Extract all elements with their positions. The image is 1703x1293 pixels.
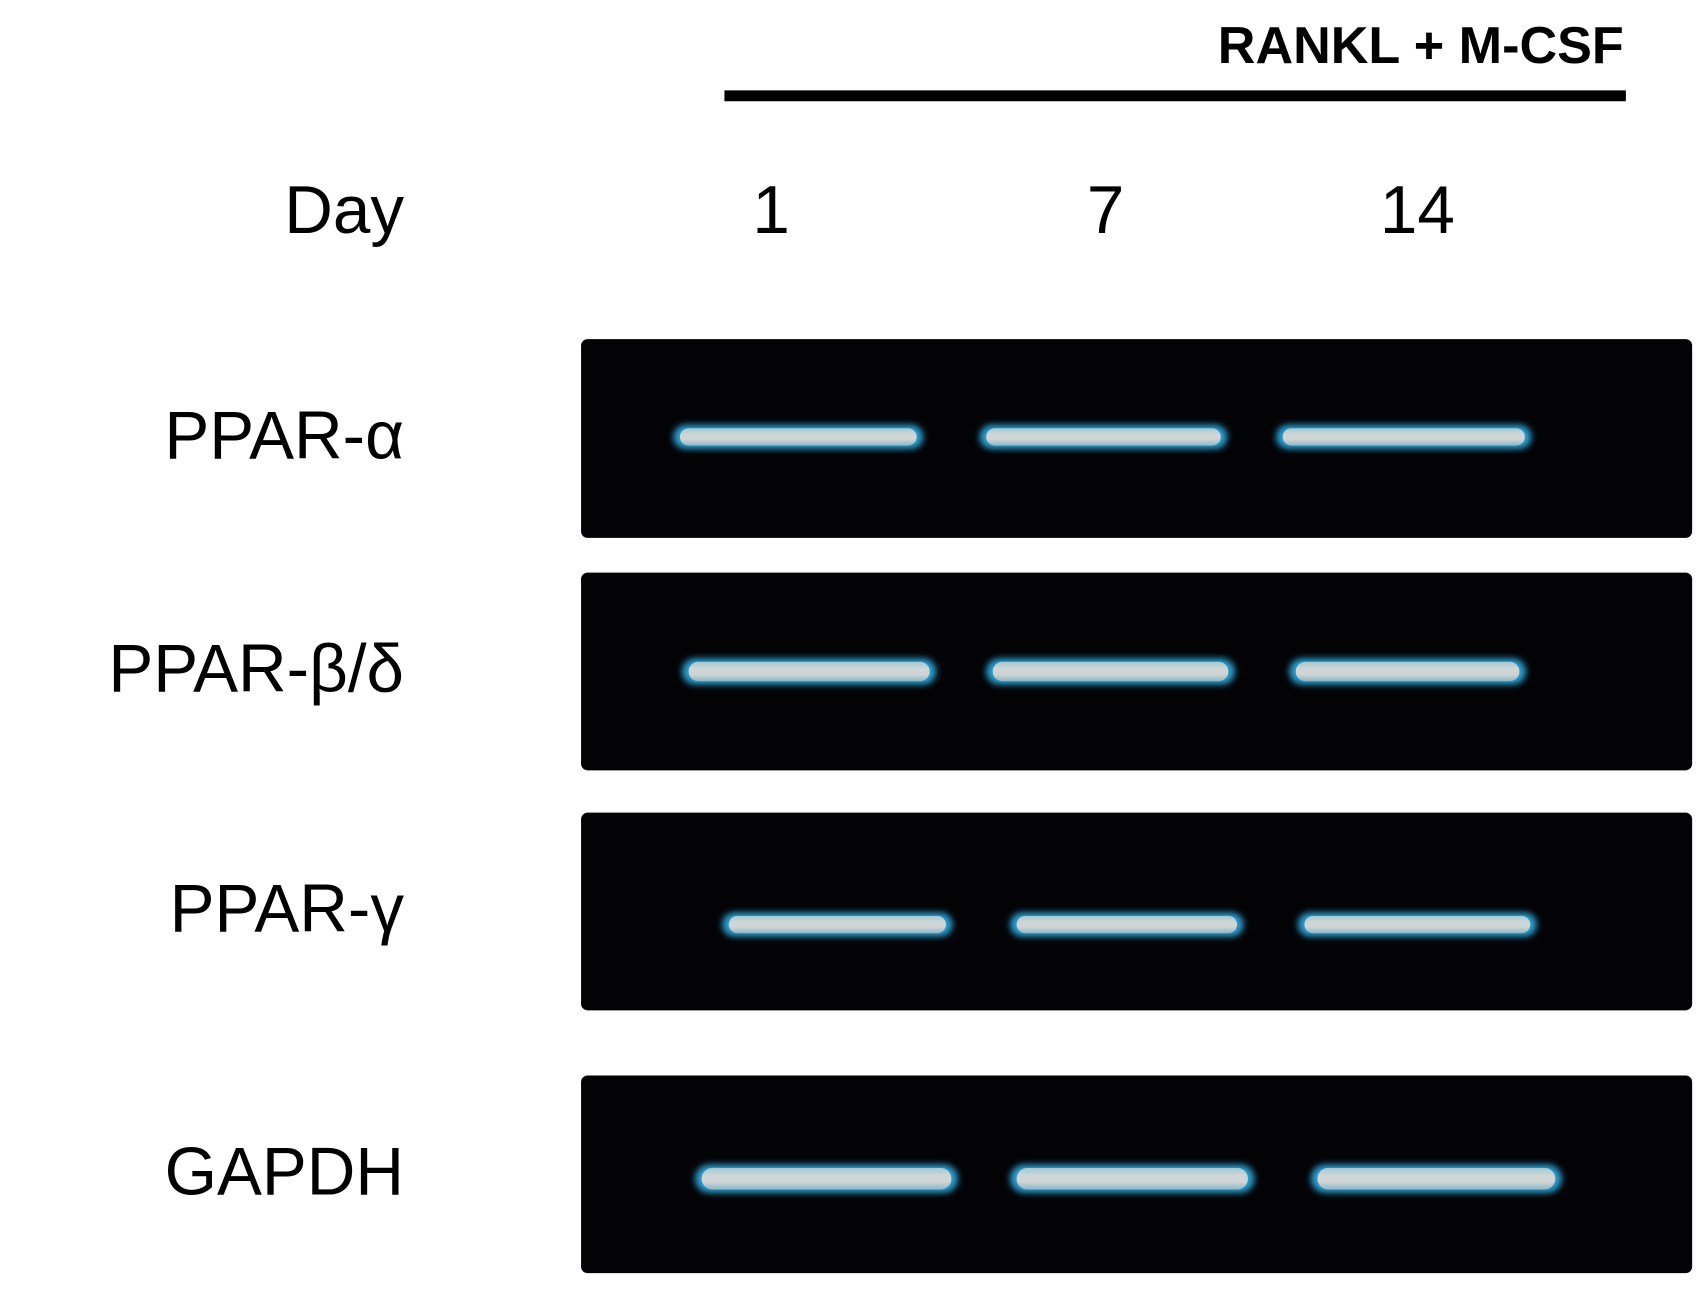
treatment-label: RANKL + M-CSF xyxy=(1218,17,1624,75)
band xyxy=(986,428,1221,446)
band xyxy=(1304,915,1531,934)
band xyxy=(1317,1167,1556,1190)
gene-label: PPAR-γ xyxy=(170,871,405,946)
band xyxy=(1295,661,1520,682)
gel-panel xyxy=(581,812,1693,1011)
gene-label: GAPDH xyxy=(165,1134,404,1209)
band xyxy=(1016,1167,1248,1190)
band xyxy=(679,428,917,446)
day-number: 7 xyxy=(1087,173,1124,248)
day-number: 14 xyxy=(1380,173,1455,248)
gene-label: PPAR-β/δ xyxy=(108,631,404,706)
gene-label: PPAR-α xyxy=(164,398,404,473)
band xyxy=(1282,428,1525,446)
day-number: 1 xyxy=(752,173,789,248)
band xyxy=(701,1167,952,1190)
day-label: Day xyxy=(284,173,404,248)
band xyxy=(688,661,930,682)
band xyxy=(1016,915,1238,934)
band xyxy=(728,915,946,934)
band xyxy=(992,661,1229,682)
